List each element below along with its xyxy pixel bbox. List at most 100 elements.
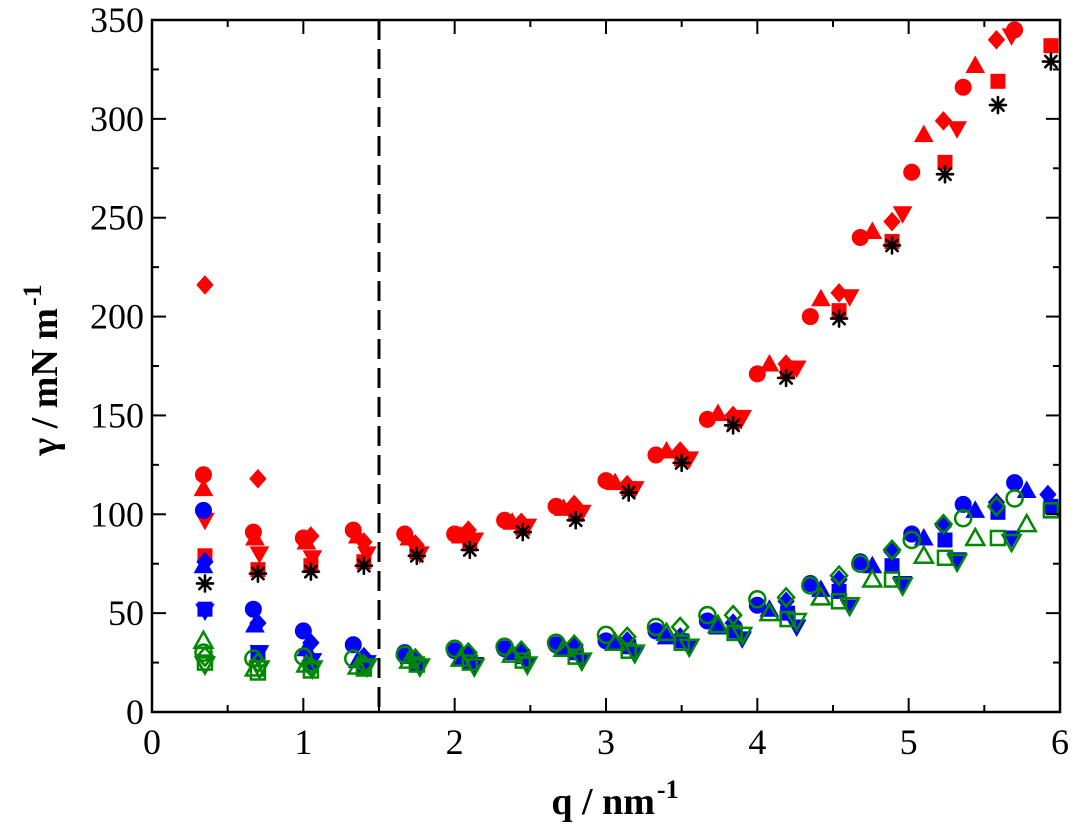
x-tick-label: 2	[446, 722, 464, 762]
red-circle-point	[903, 163, 921, 181]
black-asterisk-point	[460, 540, 480, 560]
x-axis-title: q / nm-1	[551, 775, 678, 823]
black-asterisk-point	[195, 574, 215, 593]
asterisk-stroke	[515, 525, 530, 540]
blue-triangle-down-point	[195, 603, 215, 622]
blue-circle-point	[1006, 474, 1024, 492]
green-triangle-up-open-point	[964, 526, 987, 547]
black-asterisk-point	[935, 164, 955, 184]
blue-diamond-point	[249, 613, 267, 633]
green-triangle-down-open-point	[1000, 533, 1023, 554]
asterisk-stroke	[198, 576, 212, 591]
red-circle-point	[954, 78, 972, 96]
y-tick-label: 100	[90, 494, 144, 534]
x-tick-label: 1	[294, 722, 312, 762]
red-square-point	[990, 73, 1006, 89]
black-asterisk-point	[407, 546, 427, 566]
blue-circle-point	[194, 501, 212, 519]
red-diamond-point	[196, 275, 214, 295]
green-square-open-point	[726, 624, 743, 642]
green-triangle-down-open-point	[678, 638, 701, 659]
black-asterisk-point	[672, 453, 691, 473]
asterisk-stroke	[250, 566, 265, 581]
green-square-open-point	[249, 664, 267, 681]
green-triangle-up-open-point	[861, 567, 884, 588]
green-square-open-point	[567, 648, 584, 665]
red-triangle-down-point	[892, 206, 913, 224]
green-triangle-down-open-point	[570, 652, 593, 673]
green-triangle-down-open-point	[623, 644, 646, 665]
asterisk-stroke	[568, 513, 583, 528]
asterisk-stroke	[990, 98, 1005, 112]
black-asterisk-point	[619, 483, 639, 502]
green-triangle-down-open-point	[248, 660, 271, 681]
data-markers	[192, 21, 1061, 681]
asterisk-stroke	[621, 485, 636, 500]
green-circle-open-point	[1005, 489, 1024, 508]
green-circle-open-point	[395, 645, 414, 664]
x-tick-label: 0	[143, 722, 161, 762]
x-tick-label: 4	[748, 722, 766, 762]
black-asterisk-point	[988, 95, 1008, 115]
y-tick-label: 150	[90, 395, 144, 435]
blue-circle-point	[244, 600, 262, 618]
black-asterisk-point	[248, 564, 268, 583]
y-tick-label: 200	[90, 297, 144, 337]
y-tick-label: 0	[126, 692, 144, 732]
red-triangle-up-point	[656, 440, 677, 459]
red-triangle-down-point	[1001, 28, 1022, 46]
red-triangle-down-point	[839, 289, 860, 307]
blue-square-point	[884, 558, 900, 574]
asterisk-stroke	[832, 311, 847, 326]
asterisk-stroke	[674, 455, 689, 470]
black-asterisk-point	[829, 309, 849, 328]
y-tick-label: 300	[90, 99, 144, 139]
black-asterisk-point	[776, 368, 796, 388]
green-triangle-up-open-point	[603, 631, 627, 652]
asterisk-stroke	[462, 542, 477, 557]
red-triangle-up-point	[811, 288, 831, 307]
green-triangle-down-open-point	[193, 656, 217, 677]
green-circle-open-point	[953, 508, 973, 528]
green-circle-open-point	[194, 643, 213, 662]
green-triangle-down-open-point	[355, 658, 379, 679]
green-triangle-up-open-point	[912, 544, 935, 565]
red-triangle-up-point	[965, 55, 986, 73]
x-tick-label: 3	[597, 722, 615, 762]
red-diamond-point	[883, 211, 901, 232]
red-triangle-up-point	[245, 527, 265, 546]
green-triangle-down-open-point	[891, 577, 914, 598]
red-triangle-down-point	[249, 546, 270, 564]
asterisk-stroke	[303, 564, 318, 579]
green-circle-open-point	[698, 605, 717, 625]
green-diamond-open-point	[829, 564, 849, 587]
y-axis-title: γ / mN m-1	[18, 284, 66, 456]
red-triangle-up-point	[708, 403, 728, 421]
green-triangle-down-open-point	[731, 626, 754, 647]
red-circle-point	[801, 308, 819, 326]
red-triangle-down-point	[947, 121, 967, 139]
black-asterisk-point	[301, 562, 321, 581]
black-asterisk-point	[354, 556, 374, 575]
asterisk-stroke	[409, 548, 424, 563]
blue-circle-point	[344, 636, 362, 654]
green-triangle-down-open-point	[463, 658, 486, 679]
plot-frame	[150, 18, 1062, 714]
red-triangle-up-point	[553, 498, 574, 516]
green-circle-open-point	[801, 576, 820, 595]
green-triangle-down-open-point	[516, 656, 539, 677]
green-circle-open-point	[748, 590, 767, 609]
green-diamond-open-point	[195, 645, 215, 668]
green-triangle-down-open-point	[301, 660, 324, 681]
black-asterisk-point	[566, 510, 586, 530]
green-triangle-down-open-point	[838, 596, 861, 617]
blue-circle-point	[748, 596, 766, 614]
green-triangle-up-open-point	[809, 585, 833, 606]
red-triangle-up-point	[913, 124, 934, 143]
green-square-open-point	[779, 610, 796, 628]
green-circle-open-point	[850, 554, 870, 573]
y-tick-label: 50	[108, 593, 144, 633]
axis-ticks	[151, 19, 1061, 713]
green-triangle-down-open-point	[945, 553, 969, 574]
